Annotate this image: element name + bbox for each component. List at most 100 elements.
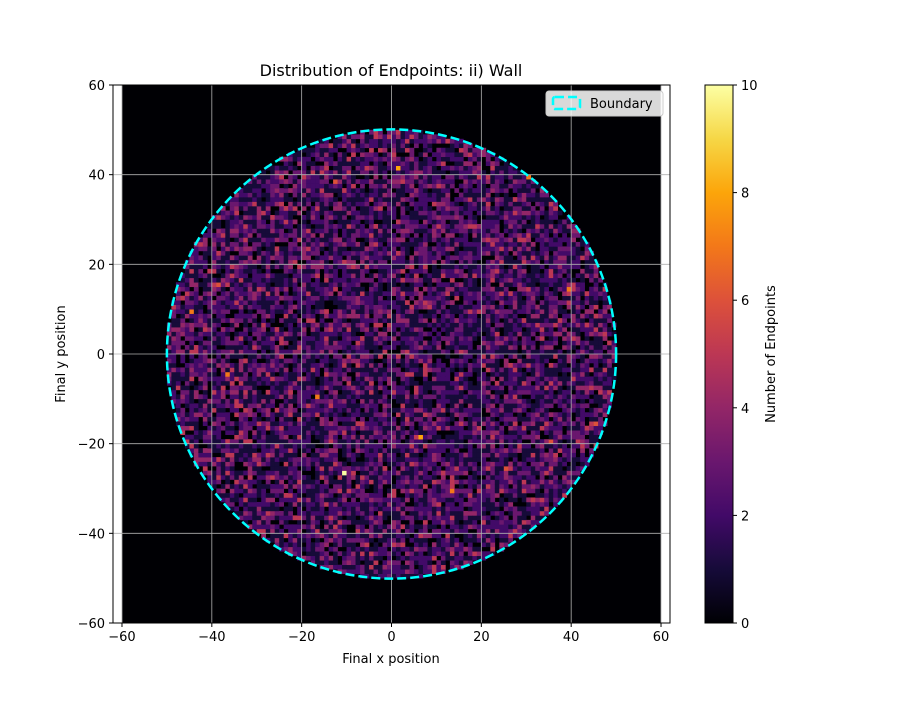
heatmap-cell	[445, 506, 451, 512]
heatmap-cell	[292, 358, 298, 364]
heatmap-cell	[472, 331, 478, 337]
heatmap-cell	[378, 336, 383, 341]
heatmap-cell	[351, 188, 356, 193]
heatmap-cell	[324, 313, 329, 319]
heatmap-cell	[297, 484, 302, 489]
heatmap-cell	[472, 367, 478, 373]
heatmap-cell	[315, 501, 320, 507]
heatmap-cell	[234, 385, 240, 391]
heatmap-cell	[355, 443, 361, 449]
heatmap-cell	[211, 358, 217, 364]
heatmap-cell	[279, 367, 284, 373]
heatmap-cell	[261, 291, 267, 297]
heatmap-cell	[319, 291, 325, 297]
heatmap-cell	[292, 448, 298, 453]
heatmap-cell	[220, 380, 226, 386]
heatmap-cell	[297, 273, 302, 279]
heatmap-cell	[413, 555, 419, 561]
heatmap-cell	[238, 223, 244, 229]
heatmap-cell	[283, 475, 289, 480]
heatmap-cell	[378, 537, 383, 543]
heatmap-cell	[449, 425, 455, 431]
heatmap-cell	[306, 546, 311, 552]
heatmap-cell	[288, 412, 293, 418]
heatmap-cell	[256, 416, 262, 422]
heatmap-cell	[328, 241, 334, 247]
heatmap-cell	[292, 546, 298, 552]
heatmap-cell	[449, 259, 455, 265]
heatmap-cell	[265, 255, 271, 261]
heatmap-cell	[458, 197, 464, 202]
heatmap-cell	[400, 206, 406, 211]
heatmap-cell	[234, 376, 240, 382]
heatmap-cell	[324, 336, 329, 341]
heatmap-cell	[310, 170, 316, 175]
heatmap-cell	[431, 569, 437, 574]
heatmap-cell	[364, 376, 370, 382]
heatmap-cell	[306, 188, 311, 193]
heatmap-cell	[454, 210, 460, 216]
heatmap-cell	[355, 560, 361, 566]
heatmap-cell	[364, 237, 370, 243]
heatmap-cell	[315, 282, 320, 288]
heatmap-cell	[256, 443, 262, 449]
heatmap-cell	[400, 488, 406, 494]
heatmap-cell	[265, 246, 271, 252]
heatmap-cell	[391, 371, 397, 377]
heatmap-cell	[238, 425, 244, 431]
heatmap-cell	[346, 174, 352, 180]
heatmap-cell	[225, 340, 231, 346]
heatmap-cell	[391, 443, 397, 449]
heatmap-cell	[301, 380, 307, 386]
heatmap-cell	[247, 407, 253, 413]
heatmap-cell	[261, 192, 267, 198]
heatmap-cell	[351, 443, 356, 449]
heatmap-cell	[404, 515, 410, 521]
heatmap-cell	[274, 443, 280, 449]
heatmap-cell	[315, 555, 320, 561]
heatmap-cell	[454, 479, 460, 485]
heatmap-cell	[427, 183, 433, 189]
heatmap-cell	[400, 300, 406, 305]
heatmap-cell	[252, 228, 258, 234]
heatmap-cell	[252, 304, 258, 310]
heatmap-cell	[355, 300, 361, 305]
heatmap-cell	[274, 421, 280, 427]
heatmap-cell	[256, 407, 262, 413]
heatmap-cell	[436, 358, 442, 364]
heatmap-cell	[409, 223, 415, 229]
heatmap-cell	[247, 510, 253, 516]
heatmap-cell	[391, 345, 397, 350]
heatmap-cell	[279, 237, 284, 243]
heatmap-cell	[373, 434, 379, 440]
heatmap-cell	[328, 448, 334, 453]
heatmap-cell	[324, 165, 329, 171]
heatmap-cell	[337, 484, 343, 489]
heatmap-cell	[404, 318, 410, 323]
heatmap-cell	[431, 479, 437, 485]
heatmap-cell	[225, 461, 231, 467]
heatmap-cell	[189, 264, 195, 270]
heatmap-cell	[256, 282, 262, 288]
heatmap-cell	[427, 206, 433, 211]
heatmap-cell	[243, 385, 249, 391]
heatmap-cell	[467, 210, 473, 216]
heatmap-cell	[467, 340, 473, 346]
heatmap-cell	[364, 309, 370, 314]
heatmap-cell	[328, 250, 334, 256]
heatmap-cell	[342, 461, 347, 467]
heatmap-cell	[216, 237, 222, 243]
heatmap-cell	[395, 192, 401, 198]
heatmap-cell	[225, 250, 231, 256]
heatmap-cell	[265, 358, 271, 364]
heatmap-cell	[175, 304, 181, 310]
heatmap-cell	[382, 501, 388, 507]
heatmap-cell	[225, 398, 231, 404]
heatmap-cell	[220, 452, 226, 458]
heatmap-cell	[247, 192, 253, 198]
heatmap-cell	[261, 277, 267, 283]
heatmap-cell	[333, 470, 338, 476]
heatmap-cell	[238, 336, 244, 341]
heatmap-cell	[306, 506, 311, 512]
heatmap-cell	[458, 506, 464, 512]
